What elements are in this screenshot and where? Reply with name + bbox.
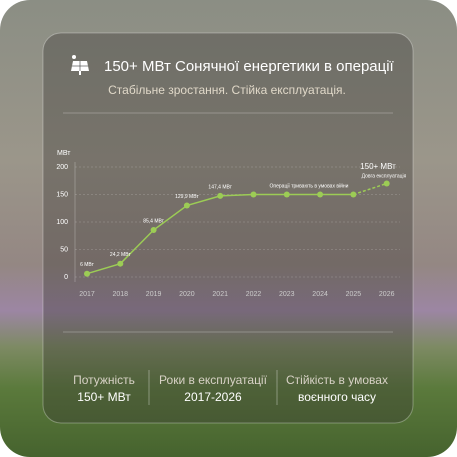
point [317, 191, 324, 198]
stat-label: Потужність [73, 373, 135, 387]
y-tick-label: 150 [56, 191, 68, 198]
value-label: 85,4 МВт [143, 218, 164, 224]
x-tick-label: 2021 [212, 291, 228, 298]
point [217, 192, 224, 199]
stat-label: Стійкість в умовах [286, 373, 388, 387]
annotation: 150+ МВт [360, 162, 396, 171]
x-tick-label: 2023 [279, 291, 295, 298]
stat-value: воєнного часу [298, 390, 376, 404]
value-label: 129,9 МВт [175, 194, 199, 200]
stats: Потужність 150+ МВт Роки в експлуатації 201… [73, 373, 388, 404]
point [250, 191, 257, 198]
annotation: Довга експлуатація [362, 173, 407, 179]
y-axis-label: МВт [57, 150, 71, 157]
stat-label: Роки в експлуатації [159, 373, 268, 387]
value-label: 24,2 МВт [110, 252, 131, 258]
title: 150+ МВт Сонячної енергетики в операції [104, 58, 395, 75]
x-tick-label: 2018 [113, 291, 129, 298]
stat-value: 150+ МВт [77, 390, 131, 404]
point [383, 180, 390, 187]
point [84, 270, 90, 277]
x-tick-label: 2024 [312, 291, 328, 298]
x-tick-label: 2022 [246, 291, 262, 298]
y-tick-label: 200 [56, 164, 68, 171]
x-tick-label: 2017 [79, 291, 95, 298]
y-tick-label: 100 [56, 219, 68, 226]
line-projection [353, 182, 387, 196]
subtitle: Стабільне зростання. Стійка експлуатація… [108, 83, 346, 97]
x-tick-label: 2019 [146, 291, 162, 298]
y-tick-label: 50 [60, 246, 68, 253]
x-tick-label: 2020 [179, 291, 195, 298]
chart: МВт 0 50 100 150 200 2017 2018 2019 2020 2021 2022… [56, 150, 406, 298]
value-label: 147,4 МВт [208, 184, 232, 190]
x-tick-label: 2026 [379, 291, 395, 298]
point [117, 260, 124, 267]
point [150, 227, 157, 234]
annotation: Операції тривають в умовах війни [270, 182, 349, 189]
solar-icon [71, 55, 89, 75]
point [283, 191, 290, 198]
point [183, 202, 190, 209]
card [42, 32, 414, 424]
value-label: 6 МВт [80, 262, 95, 268]
y-tick-label: 0 [64, 274, 68, 281]
stat-value: 2017-2026 [184, 390, 242, 404]
x-tick-label: 2025 [346, 291, 362, 298]
point [350, 191, 357, 198]
